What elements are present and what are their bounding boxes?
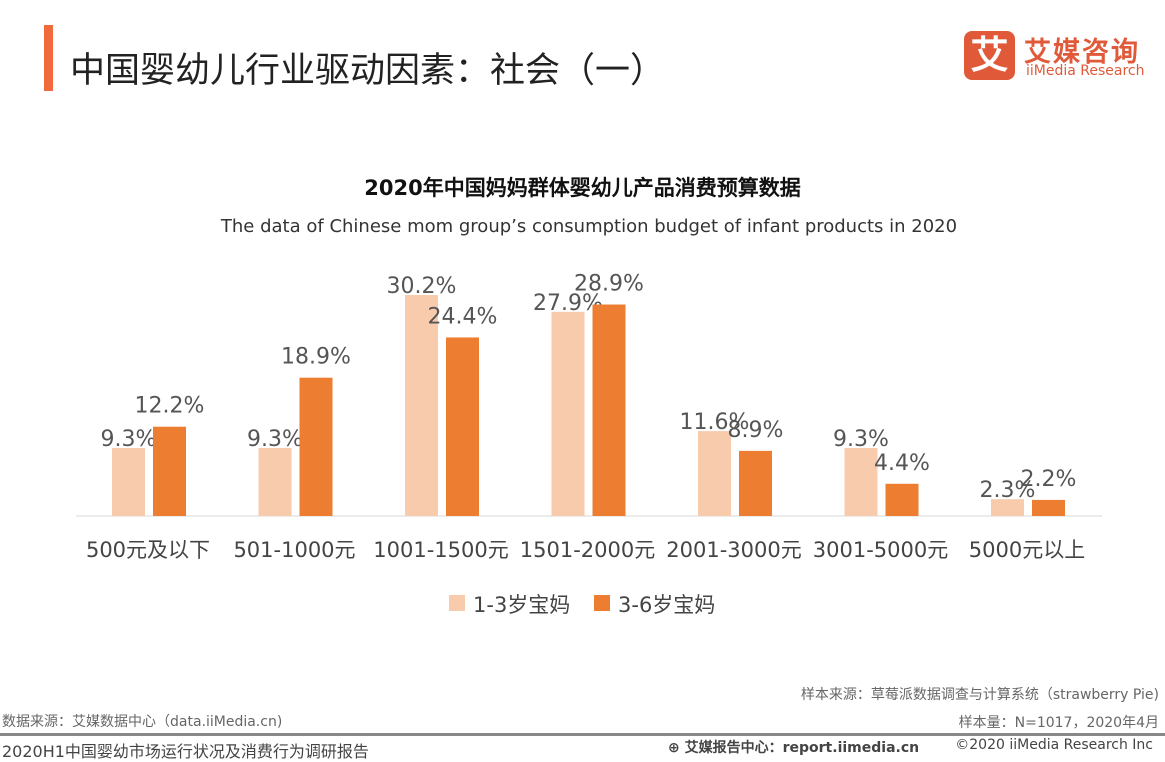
legend-swatch	[594, 595, 610, 611]
copyright: ©2020 iiMedia Research Inc	[955, 737, 1153, 753]
data-label: 28.9%	[574, 272, 644, 297]
x-tick-label: 3001-5000元	[813, 538, 948, 562]
x-tick-label: 2001-3000元	[666, 538, 801, 562]
data-label: 24.4%	[428, 304, 498, 329]
data-label: 2.3%	[980, 478, 1036, 503]
data-label: 2.2%	[1021, 467, 1077, 492]
data-label: 9.3%	[833, 427, 889, 452]
data-label: 8.9%	[728, 418, 784, 443]
data-label: 4.4%	[874, 451, 930, 476]
legend-swatch	[449, 595, 465, 611]
report-name: 2020H1中国婴幼市场运行状况及消费行为调研报告	[2, 742, 369, 761]
report-center: ⊕ 艾媒报告中心：report.iimedia.cn	[668, 737, 919, 757]
footer-divider	[0, 733, 1165, 736]
report-center-text: 艾媒报告中心：report.iimedia.cn	[684, 740, 920, 756]
bar-1-3	[844, 447, 878, 516]
title-accent-bar	[44, 25, 53, 91]
chart-subtitle: The data of Chinese mom group’s consumpt…	[220, 216, 958, 237]
data-source: 数据来源：艾媒数据中心（data.iiMedia.cn)	[2, 714, 283, 730]
legend-label: 1-3岁宝妈	[473, 593, 570, 617]
bar-1-3	[405, 295, 438, 516]
logo-icon: 艾	[964, 31, 1015, 80]
logo-text-cn: 艾媒咨询	[1024, 37, 1140, 68]
x-tick-label: 501-1000元	[233, 538, 355, 562]
bar-3-6	[592, 304, 626, 516]
bar-1-3	[258, 447, 292, 516]
bar-3-6	[1032, 499, 1065, 516]
x-tick-label: 1501-2000元	[520, 538, 655, 562]
logo-text-en: iiMedia Research	[1026, 63, 1145, 79]
globe-icon: ⊕	[668, 740, 685, 756]
data-label: 12.2%	[135, 394, 205, 419]
bar-3-6	[153, 426, 186, 516]
bar-1-3	[112, 447, 145, 516]
sample-size: 样本量：N=1017，2020年4月	[958, 715, 1159, 731]
data-label: 11.6%	[680, 410, 750, 435]
bar-3-6	[739, 450, 772, 516]
bar-3-6	[885, 483, 919, 516]
x-tick-label: 500元及以下	[86, 538, 210, 562]
x-tick-label: 1001-1500元	[373, 538, 508, 562]
data-label: 9.3%	[247, 427, 303, 452]
bar-3-6	[446, 337, 479, 516]
x-tick-label: 5000元以上	[969, 538, 1085, 562]
bar-1-3	[991, 499, 1024, 516]
page-title: 中国婴幼儿行业驱动因素：社会（一）	[70, 51, 666, 91]
sample-source: 样本来源：草莓派数据调查与计算系统（strawberry Pie)	[800, 687, 1159, 703]
data-label: 27.9%	[533, 291, 603, 316]
legend-label: 3-6岁宝妈	[618, 593, 715, 617]
data-label: 18.9%	[281, 345, 351, 370]
bar-1-3	[551, 311, 585, 516]
bar-3-6	[299, 377, 333, 516]
chart-title: 2020年中国妈妈群体婴幼儿产品消费预算数据	[364, 176, 801, 200]
data-label: 30.2%	[387, 274, 457, 299]
data-label: 9.3%	[101, 427, 157, 452]
bar-1-3	[698, 431, 731, 516]
